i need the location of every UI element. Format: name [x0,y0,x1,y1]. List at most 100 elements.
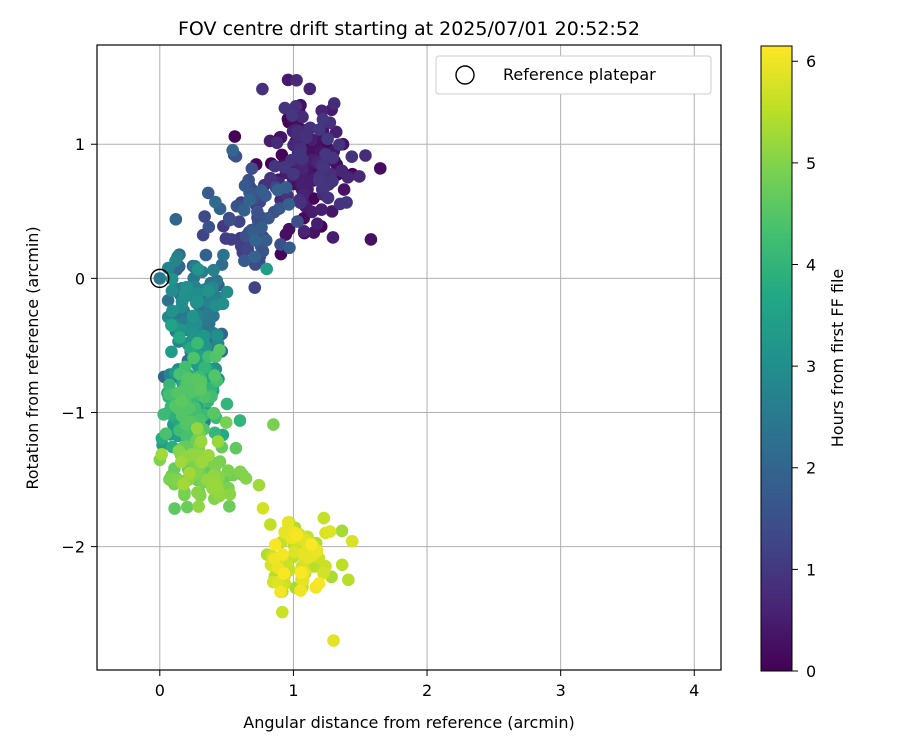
colorbar-tick-label: 3 [806,357,816,376]
data-point [228,130,242,143]
reference-point-ring [150,268,170,289]
data-point [208,459,222,472]
data-point [342,573,355,587]
data-point [221,464,235,477]
data-point [313,174,326,187]
data-point [271,183,285,197]
data-point [233,414,247,427]
data-point [273,202,286,215]
data-point [267,418,280,431]
data-point [202,220,216,234]
data-point [249,234,262,247]
data-point [275,148,289,162]
data-point [276,605,289,619]
data-point [312,577,326,590]
data-point [202,284,215,298]
data-point [159,427,173,441]
legend: Reference platepar [435,55,712,95]
data-point [165,345,178,359]
data-point [291,215,304,228]
data-point [270,136,284,150]
data-point [321,191,335,205]
data-point [191,486,204,499]
data-point [169,254,182,268]
data-point [335,558,349,572]
data-point [335,524,349,538]
data-point [245,162,259,175]
data-point [326,174,339,188]
x-axis-label: Angular distance from reference (arcmin) [243,713,574,732]
data-point [296,162,309,175]
data-point [219,416,233,429]
data-point [326,231,340,244]
colorbar-tick-label: 2 [806,459,816,478]
data-point [220,285,234,299]
data-point [277,567,291,580]
data-point [202,448,215,462]
data-point [191,263,205,276]
data-point [282,222,296,236]
x-tick-label: 3 [556,681,566,700]
data-point [373,162,387,175]
data-point [335,164,348,178]
data-point [157,408,170,421]
data-point [208,369,221,382]
data-point [260,262,273,276]
data-point [216,297,230,311]
colorbar-ticks: 0 1 2 3 4 5 6 [792,52,816,681]
data-point [194,383,207,396]
data-point [286,109,299,122]
data-point [190,422,204,435]
data-point [191,295,204,309]
y-tick-label: 1 [75,135,85,154]
data-point [232,215,246,229]
colorbar-tick-label: 6 [806,52,816,71]
data-point [237,204,251,217]
data-point [294,196,307,209]
data-points [153,73,387,647]
data-point [173,331,186,344]
data-point [296,110,309,124]
data-point [345,150,359,164]
y-tick-label: −1 [61,403,85,422]
data-point [223,487,237,501]
data-point [165,318,178,332]
data-point [198,361,211,374]
data-point [213,343,226,357]
data-point [327,97,341,110]
data-point [274,585,287,599]
data-point [326,151,339,165]
x-tick-label: 2 [422,681,432,700]
data-point [211,435,225,448]
reference-point-fill [153,272,167,285]
legend-entry-reference: Reference platepar [503,65,656,84]
legend-box [435,55,712,95]
data-point [223,500,236,513]
data-point [163,378,176,392]
data-point [192,500,205,513]
data-point [191,336,204,350]
data-point [194,435,208,448]
data-point [183,466,196,480]
data-point [290,529,304,542]
data-point [268,159,282,173]
data-point [180,500,194,514]
data-point [364,233,378,246]
data-point [359,149,372,162]
legend-marker-icon [455,65,475,85]
data-point [248,250,262,264]
colorbar-tick-label: 5 [806,154,816,173]
data-point [305,538,318,551]
data-point [278,161,291,174]
data-point [217,248,230,262]
plot-frame [96,44,722,671]
data-point [165,284,179,298]
data-point [303,82,317,96]
data-point [248,281,262,294]
data-point [252,478,266,492]
data-point [256,82,269,96]
data-point [294,566,308,580]
x-axis-ticks: 0 1 2 3 4 [155,670,699,700]
data-point [313,123,326,136]
